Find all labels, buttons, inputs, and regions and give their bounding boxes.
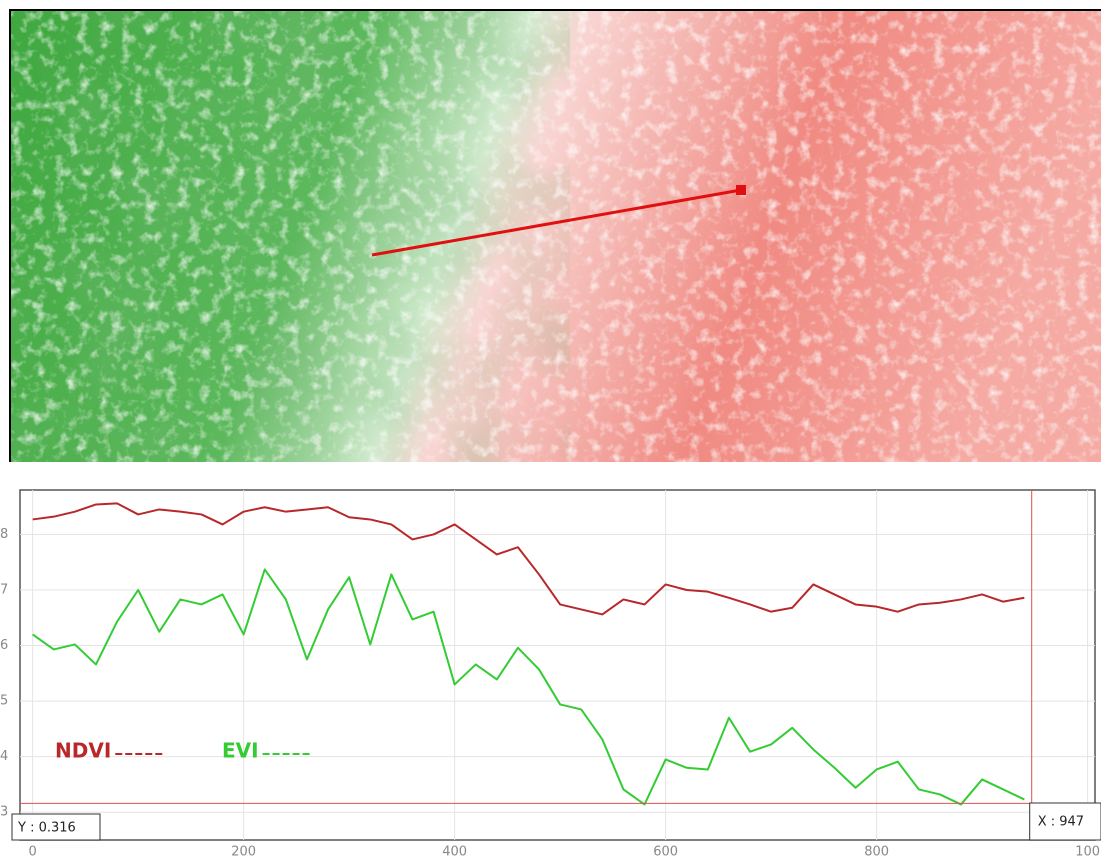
x-tick-label: 0 [29,845,37,860]
y-tick-label: 8 [0,527,8,542]
x-tick-label: 800 [864,845,889,860]
y-tick-label: 4 [0,749,8,764]
y-tick-label: 6 [0,638,8,653]
y-tick-label: 5 [0,694,8,709]
map-border [9,9,1101,462]
map-speckle [10,10,1101,462]
cursor-y-box [11,813,101,841]
y-tick-label: 7 [0,583,8,598]
cursor-x-label: X : 947 [1038,815,1084,830]
series-line [32,568,1025,806]
profile-handle[interactable] [736,185,746,195]
cursor-y-label: Y : 0.316 [17,821,76,836]
legend-label: NDVI [55,739,111,763]
x-tick-label: 400 [442,845,467,860]
series-line [32,502,1025,616]
plot-frame [19,489,1096,841]
profile-line[interactable] [371,188,742,257]
x-tick-label: 100 [1075,845,1100,860]
profile-chart: 3 4 5 6 7 8 0 200 400 600 800 100 NDVI EVI Y : 0.316 X … [0,489,1101,860]
map-view [9,9,1101,462]
x-tick-label: 600 [653,845,678,860]
legend-label: EVI [222,739,259,763]
x-tick-label: 200 [231,845,256,860]
y-tick-label: 3 [0,805,8,820]
cursor-x-box [1029,802,1101,841]
